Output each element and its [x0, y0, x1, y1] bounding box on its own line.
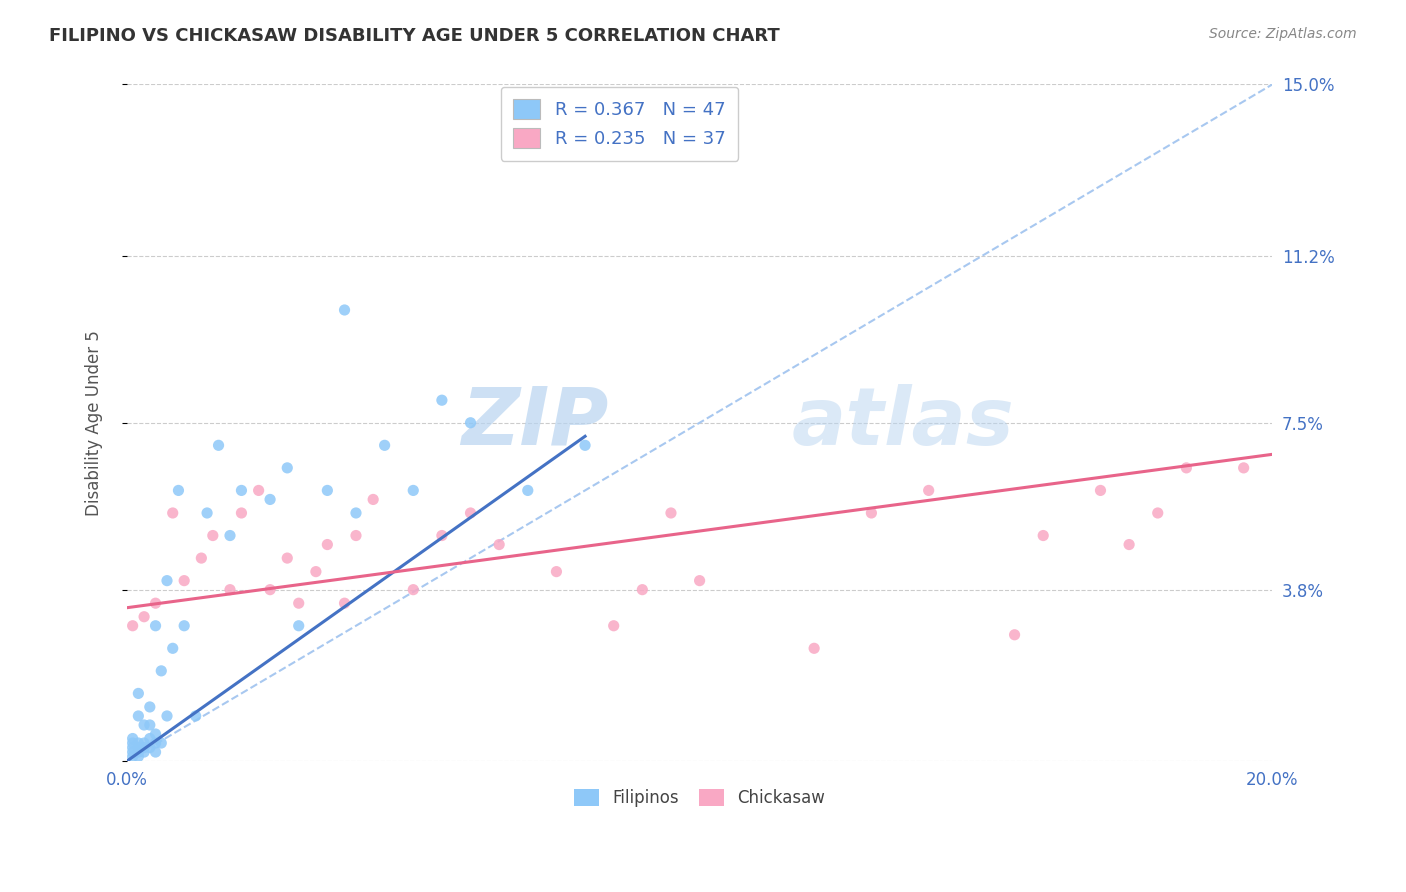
Point	[333, 596, 356, 610]
Point	[287, 619, 309, 633]
Legend: Filipinos, Chickasaw: Filipinos, Chickasaw	[568, 782, 832, 814]
Point	[150, 664, 173, 678]
Point	[127, 686, 149, 700]
Point	[121, 749, 143, 764]
Point	[145, 736, 167, 750]
Point	[287, 596, 309, 610]
Point	[156, 709, 179, 723]
Text: FILIPINO VS CHICKASAW DISABILITY AGE UNDER 5 CORRELATION CHART: FILIPINO VS CHICKASAW DISABILITY AGE UND…	[49, 27, 780, 45]
Point	[460, 416, 482, 430]
Point	[121, 745, 143, 759]
Point	[173, 574, 195, 588]
Point	[344, 528, 367, 542]
Point	[132, 745, 155, 759]
Point	[127, 736, 149, 750]
Point	[121, 740, 143, 755]
Point	[231, 506, 253, 520]
Point	[121, 736, 143, 750]
Point	[139, 718, 162, 732]
Point	[247, 483, 270, 498]
Text: atlas: atlas	[792, 384, 1014, 462]
Point	[361, 492, 384, 507]
Point	[259, 492, 281, 507]
Point	[460, 506, 482, 520]
Point	[127, 749, 149, 764]
Point	[1118, 537, 1140, 551]
Point	[162, 641, 184, 656]
Point	[659, 506, 682, 520]
Point	[430, 528, 453, 542]
Point	[139, 700, 162, 714]
Point	[173, 619, 195, 633]
Point	[207, 438, 229, 452]
Point	[219, 582, 242, 597]
Point	[918, 483, 941, 498]
Point	[1004, 628, 1026, 642]
Point	[132, 718, 155, 732]
Point	[184, 709, 207, 723]
Point	[132, 740, 155, 755]
Point	[333, 303, 356, 318]
Point	[860, 506, 883, 520]
Point	[156, 574, 179, 588]
Point	[150, 736, 173, 750]
Point	[402, 483, 425, 498]
Point	[259, 582, 281, 597]
Point	[145, 596, 167, 610]
Point	[689, 574, 711, 588]
Point	[145, 745, 167, 759]
Point	[1233, 461, 1256, 475]
Point	[305, 565, 328, 579]
Point	[132, 609, 155, 624]
Point	[430, 393, 453, 408]
Point	[488, 537, 510, 551]
Point	[190, 551, 212, 566]
Point	[344, 506, 367, 520]
Point	[132, 736, 155, 750]
Point	[276, 551, 298, 566]
Point	[546, 565, 568, 579]
Point	[316, 483, 339, 498]
Point	[167, 483, 190, 498]
Point	[1146, 506, 1168, 520]
Point	[516, 483, 538, 498]
Point	[803, 641, 825, 656]
Y-axis label: Disability Age Under 5: Disability Age Under 5	[86, 330, 103, 516]
Point	[219, 528, 242, 542]
Point	[162, 506, 184, 520]
Point	[127, 745, 149, 759]
Point	[201, 528, 224, 542]
Point	[121, 619, 143, 633]
Point	[127, 740, 149, 755]
Point	[139, 740, 162, 755]
Point	[402, 582, 425, 597]
Point	[1175, 461, 1198, 475]
Point	[276, 461, 298, 475]
Text: Source: ZipAtlas.com: Source: ZipAtlas.com	[1209, 27, 1357, 41]
Point	[145, 619, 167, 633]
Point	[316, 537, 339, 551]
Point	[231, 483, 253, 498]
Point	[602, 619, 624, 633]
Text: ZIP: ZIP	[461, 384, 607, 462]
Point	[374, 438, 396, 452]
Point	[139, 731, 162, 746]
Point	[574, 438, 596, 452]
Point	[121, 731, 143, 746]
Point	[1032, 528, 1054, 542]
Point	[145, 727, 167, 741]
Point	[127, 709, 149, 723]
Point	[631, 582, 654, 597]
Point	[195, 506, 218, 520]
Point	[1090, 483, 1112, 498]
